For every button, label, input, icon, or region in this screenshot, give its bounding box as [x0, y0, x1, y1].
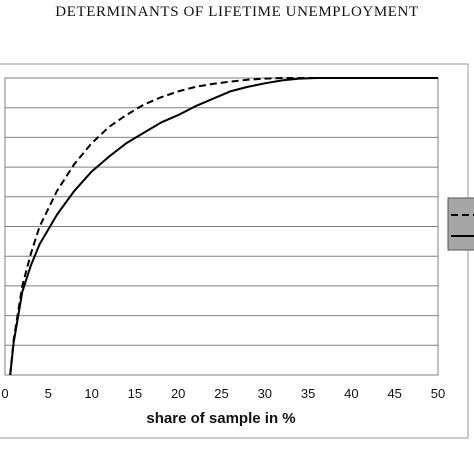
x-tick-labels: 0 5 10 15 20 25 30 35 40 45 50	[1, 386, 445, 401]
x-tick-label: 30	[258, 386, 272, 401]
legend	[447, 197, 474, 251]
x-tick-label: 15	[128, 386, 142, 401]
series-line-solid	[9, 77, 438, 376]
legend-box	[447, 197, 474, 251]
x-tick-label: 50	[431, 386, 445, 401]
grid-lines	[5, 107, 438, 346]
series-lines	[9, 77, 438, 376]
x-tick-label: 20	[171, 386, 185, 401]
x-tick-label: 35	[301, 386, 315, 401]
x-tick-label: 5	[45, 386, 52, 401]
x-tick-label: 10	[84, 386, 98, 401]
page-title: DETERMINANTS OF LIFETIME UNEMPLOYMENT	[55, 4, 419, 20]
x-tick-label: 0	[1, 386, 8, 401]
x-tick-label: 25	[214, 386, 228, 401]
x-axis-title: share of sample in %	[146, 410, 295, 427]
plot-frame-outer	[0, 63, 469, 439]
series-line-dashed	[9, 77, 438, 376]
x-tick-label: 40	[344, 386, 358, 401]
x-tick-label: 45	[387, 386, 401, 401]
